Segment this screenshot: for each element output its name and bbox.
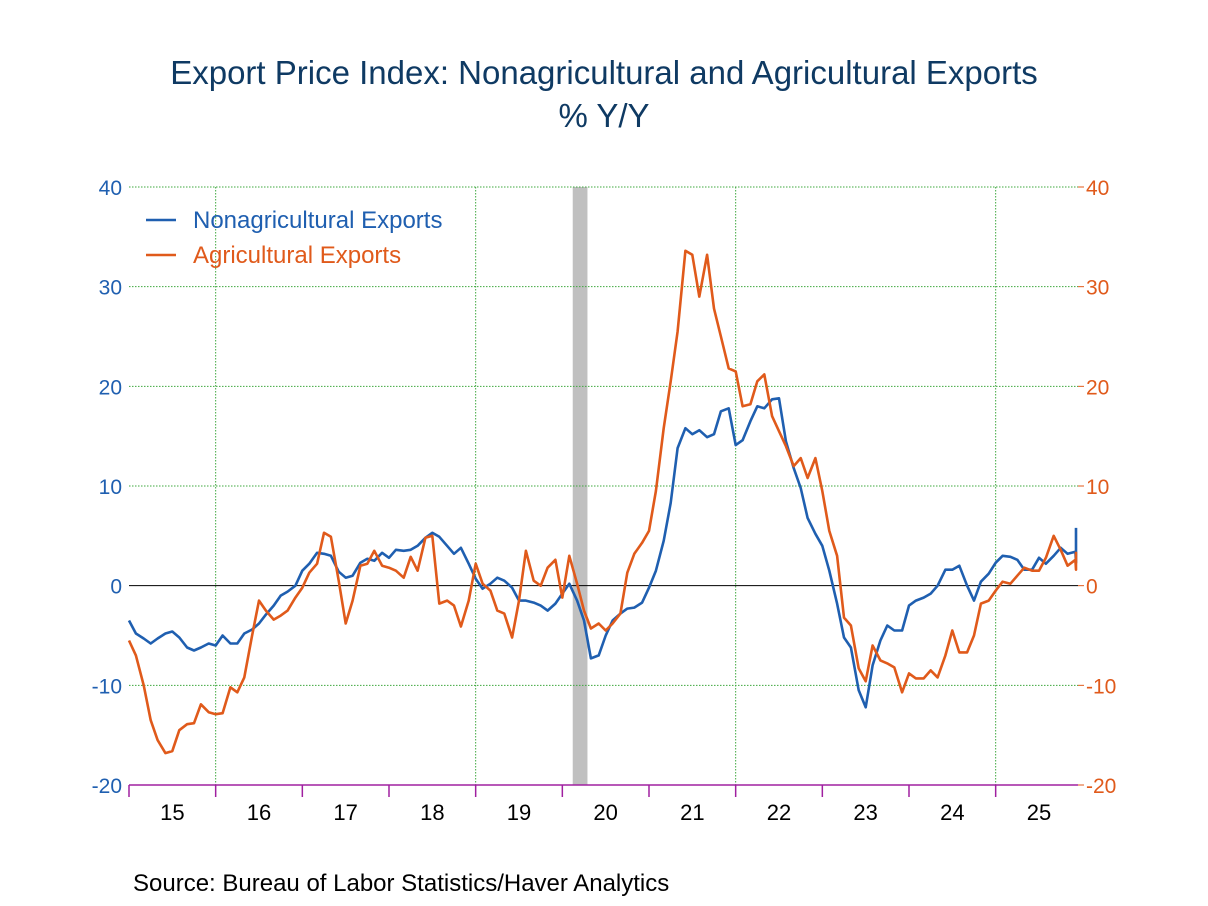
series-line-agricultural <box>127 249 1078 755</box>
legend-label: Agricultural Exports <box>193 242 401 269</box>
x-tick-label: 22 <box>767 800 791 825</box>
y-tick-label-left: -10 <box>92 675 122 698</box>
y-tick-label-right: 30 <box>1086 277 1109 300</box>
x-tick-label: 19 <box>507 800 531 825</box>
y-tick-label-left: 20 <box>99 376 122 399</box>
chart-title: Export Price Index: Nonagricultural and … <box>170 54 1038 91</box>
y-tick-label-right: 20 <box>1086 376 1109 399</box>
y-tick-label-right: 10 <box>1086 476 1109 499</box>
x-tick-label: 25 <box>1027 800 1051 825</box>
x-tick-label: 15 <box>160 800 184 825</box>
y-tick-label-right: 0 <box>1086 576 1098 599</box>
x-tick-label: 20 <box>593 800 617 825</box>
x-tick-label: 24 <box>940 800 964 825</box>
y-tick-label-right: 40 <box>1086 177 1109 200</box>
source-note: Source: Bureau of Labor Statistics/Haver… <box>133 870 670 897</box>
y-tick-label-left: -20 <box>92 775 122 798</box>
x-tick-label: 23 <box>853 800 877 825</box>
y-tick-label-right: -10 <box>1086 675 1116 698</box>
chart-subtitle: % Y/Y <box>558 97 650 134</box>
x-tick-label: 17 <box>333 800 357 825</box>
legend-label: Nonagricultural Exports <box>193 207 442 234</box>
y-tick-label-left: 40 <box>99 177 122 200</box>
y-tick-label-left: 10 <box>99 476 122 499</box>
y-tick-label-right: -20 <box>1086 775 1116 798</box>
y-tick-label-left: 30 <box>99 277 122 300</box>
y-tick-label-left: 0 <box>110 576 122 599</box>
x-tick-label: 18 <box>420 800 444 825</box>
x-tick-label: 21 <box>680 800 704 825</box>
series-line-nonagricultural <box>127 397 1078 709</box>
x-tick-label: 16 <box>247 800 271 825</box>
